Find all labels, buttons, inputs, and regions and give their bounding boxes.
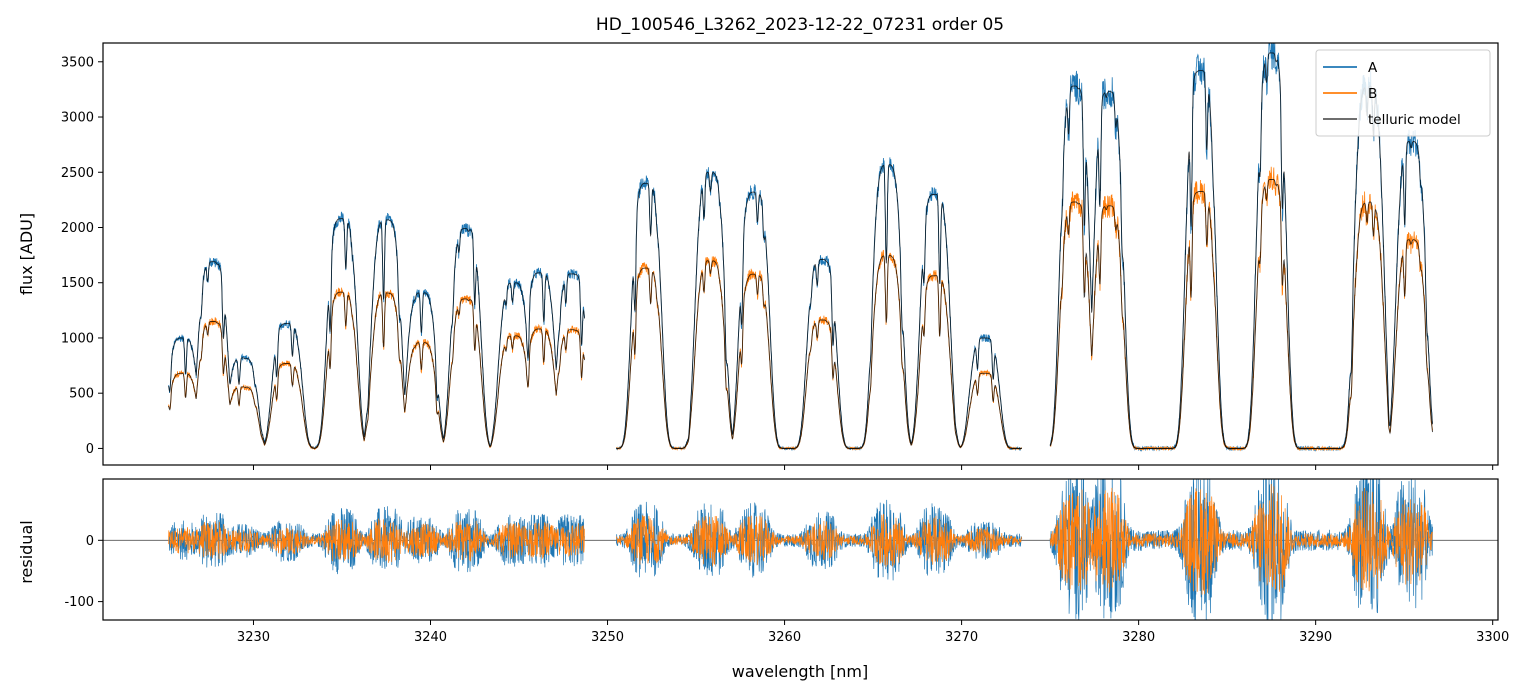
x-tick-label: 3240 xyxy=(414,630,447,645)
telluric-model-line-b xyxy=(616,254,1022,449)
y-tick-label: -100 xyxy=(64,595,94,610)
chart-title: HD_100546_L3262_2023-12-22_07231 order 0… xyxy=(596,15,1004,35)
telluric-model-line-b xyxy=(1049,179,1433,449)
residual-y-axis-label: residual xyxy=(17,520,36,583)
telluric-model-line-b xyxy=(168,291,585,449)
x-tick-label: 3250 xyxy=(591,630,624,645)
x-tick-label: 3270 xyxy=(945,630,978,645)
legend-label-b: B xyxy=(1368,86,1377,102)
legend-label-a: A xyxy=(1368,60,1378,76)
legend-frame xyxy=(1315,49,1491,137)
y-tick-label: 2000 xyxy=(61,221,94,236)
y-tick-label: 0 xyxy=(86,442,94,457)
residual-series-group xyxy=(103,479,1498,620)
y-tick-label: 1000 xyxy=(61,331,94,346)
residual-y-ticks: -100 0 xyxy=(64,534,103,610)
residual-panel: -100 0 3230 3240 3250 3260 3270 3280 3290 3300 r… xyxy=(17,478,1509,681)
y-tick-label: 3500 xyxy=(61,55,94,70)
residual-b-line xyxy=(168,518,585,563)
residual-b-line xyxy=(1049,483,1433,595)
telluric-model-line-a xyxy=(168,218,585,449)
y-tick-label: 1500 xyxy=(61,276,94,291)
flux-x-ticks xyxy=(252,465,1494,470)
residual-x-ticks: 3230 3240 3250 3260 3270 3280 3290 3300 xyxy=(237,620,1509,645)
flux-y-axis-label: flux [ADU] xyxy=(17,213,36,295)
x-tick-label: 3300 xyxy=(1476,630,1509,645)
flux-y-ticks: 0 500 1000 1500 2000 2500 3000 3500 xyxy=(61,55,103,457)
y-tick-label: 500 xyxy=(69,387,94,402)
x-tick-label: 3230 xyxy=(237,630,270,645)
x-tick-label: 3290 xyxy=(1299,630,1332,645)
x-tick-label: 3260 xyxy=(768,630,801,645)
y-tick-label: 3000 xyxy=(61,111,94,126)
legend-label-telluric: telluric model xyxy=(1368,112,1461,128)
legend: A B telluric model xyxy=(1315,49,1491,137)
flux-axes-frame xyxy=(102,42,1499,466)
residual-axes-frame xyxy=(102,478,1499,621)
x-axis-label: wavelength [nm] xyxy=(732,662,869,681)
series-b-line xyxy=(1050,166,1433,452)
x-tick-label: 3280 xyxy=(1122,630,1155,645)
y-tick-label: 0 xyxy=(86,534,94,549)
flux-series-group xyxy=(168,43,1433,452)
residual-b-line xyxy=(616,513,1023,568)
y-tick-label: 2500 xyxy=(61,166,94,181)
